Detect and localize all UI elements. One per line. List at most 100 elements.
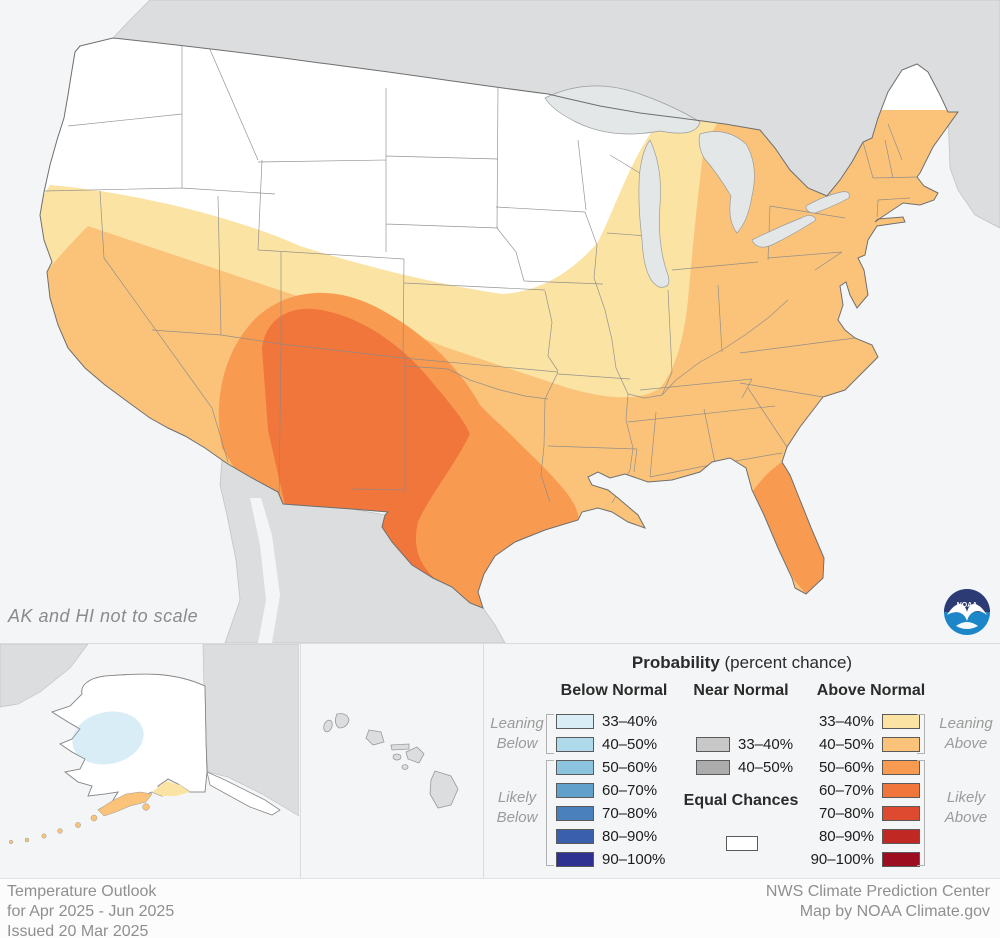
aleutian-islands bbox=[8, 803, 150, 845]
legend-row-label: 33–40% bbox=[602, 713, 658, 730]
legend-row: 90–100% bbox=[794, 848, 920, 871]
hawaii-inset-svg bbox=[301, 644, 483, 878]
legend-swatch bbox=[696, 737, 730, 752]
legend-rows-above: 33–40% 40–50% 50–60% 60–70% 70–80% 80–90% 90–1… bbox=[794, 710, 920, 871]
annotation-likely-above: Likely Above bbox=[944, 789, 988, 826]
legend-swatch bbox=[556, 737, 594, 752]
alaska-below-blob bbox=[72, 711, 144, 765]
legend-swatch bbox=[882, 760, 920, 775]
lake-erie bbox=[751, 215, 817, 248]
state-borders bbox=[43, 38, 918, 504]
hawaiian-islands bbox=[323, 713, 459, 809]
legend-row: 33–40% bbox=[556, 710, 665, 733]
legend-swatch bbox=[556, 783, 594, 798]
legend-row: 70–80% bbox=[556, 802, 665, 825]
legend-row-label: 50–60% bbox=[602, 759, 658, 776]
legend-row: 80–90% bbox=[794, 825, 920, 848]
russia-landmass bbox=[0, 644, 89, 708]
legend-swatch bbox=[882, 852, 920, 867]
legend-title: Probability (percent chance) bbox=[484, 653, 1000, 673]
legend-header-near: Near Normal bbox=[693, 682, 789, 699]
noaa-logo-text: NOAA bbox=[957, 602, 978, 609]
hawaii-inset bbox=[300, 644, 483, 878]
hawaii-ocean bbox=[301, 644, 483, 878]
conus-map: AK and HI not to scale NOAA bbox=[8, 0, 1000, 643]
legend-title-bold: Probability bbox=[631, 653, 720, 672]
gulf-of-california bbox=[250, 498, 280, 643]
legend-row-label: 33–40% bbox=[818, 713, 874, 730]
legend-row: 50–60% bbox=[556, 756, 665, 779]
great-lakes bbox=[544, 85, 850, 288]
footer-left: Temperature Outlook for Apr 2025 - Jun 2… bbox=[7, 882, 174, 938]
legend-row-label: 50–60% bbox=[818, 759, 874, 776]
lake-huron bbox=[698, 131, 755, 234]
legend: Probability (percent chance) Below Norma… bbox=[483, 644, 1000, 878]
legend-row-label: 40–50% bbox=[738, 759, 794, 776]
legend-header-below: Below Normal bbox=[560, 682, 668, 699]
legend-swatch bbox=[556, 760, 594, 775]
footer-issued-line: Issued 20 Mar 2025 bbox=[7, 923, 149, 938]
legend-row-label: 33–40% bbox=[738, 736, 794, 753]
legend-swatch bbox=[882, 829, 920, 844]
bracket-leaning-below bbox=[546, 714, 554, 754]
legend-swatch bbox=[882, 714, 920, 729]
scale-note: AK and HI not to scale bbox=[8, 606, 199, 626]
legend-row-label: 90–100% bbox=[602, 851, 666, 868]
legend-row-label: 90–100% bbox=[810, 851, 874, 868]
alaska-inset-svg bbox=[0, 644, 299, 878]
bracket-leaning-above bbox=[917, 714, 925, 754]
legend-row-label: 70–80% bbox=[602, 805, 658, 822]
legend-row: 70–80% bbox=[794, 802, 920, 825]
alaska-leaning-patch bbox=[152, 781, 190, 796]
legend-row-label: 80–90% bbox=[818, 828, 874, 845]
legend-swatch bbox=[882, 737, 920, 752]
legend-swatch bbox=[696, 760, 730, 775]
annotation-leaning-above: Leaning Above bbox=[939, 715, 993, 752]
legend-row-label: 80–90% bbox=[602, 828, 658, 845]
equal-chances-swatch bbox=[726, 836, 758, 851]
bottom-row: Probability (percent chance) Below Norma… bbox=[0, 643, 1000, 878]
legend-row: 80–90% bbox=[556, 825, 665, 848]
legend-row-label: 40–50% bbox=[602, 736, 658, 753]
legend-row: 40–50% bbox=[696, 756, 793, 779]
footer: Temperature Outlook for Apr 2025 - Jun 2… bbox=[0, 878, 1000, 938]
legend-swatch bbox=[556, 714, 594, 729]
legend-swatch bbox=[556, 806, 594, 821]
legend-title-rest: (percent chance) bbox=[719, 653, 853, 672]
footer-title-line: Temperature Outlook bbox=[7, 883, 157, 900]
legend-row-label: 60–70% bbox=[602, 782, 658, 799]
footer-right: NWS Climate Prediction Center Map by NOA… bbox=[766, 882, 990, 922]
legend-swatch bbox=[882, 783, 920, 798]
legend-row-label: 40–50% bbox=[818, 736, 874, 753]
legend-header-above: Above Normal bbox=[816, 682, 926, 699]
legend-row-label: 60–70% bbox=[818, 782, 874, 799]
legend-swatch bbox=[556, 829, 594, 844]
legend-row: 40–50% bbox=[794, 733, 920, 756]
alaska-inset bbox=[0, 644, 300, 878]
legend-row: 33–40% bbox=[696, 733, 793, 756]
legend-rows-below: 33–40% 40–50% 50–60% 60–70% 70–80% 80–90% 90–1… bbox=[556, 710, 665, 871]
alaska-panhandle bbox=[206, 771, 281, 816]
us-border bbox=[39, 37, 959, 609]
legend-row: 33–40% bbox=[794, 710, 920, 733]
legend-rows-near: 33–40% 40–50% bbox=[696, 733, 793, 779]
conus-map-svg bbox=[39, 0, 1000, 643]
legend-row: 60–70% bbox=[556, 779, 665, 802]
footer-agency-line: NWS Climate Prediction Center bbox=[765, 883, 990, 900]
equal-chances-label: Equal Chances bbox=[683, 792, 799, 809]
footer-credit-line: Map by NOAA Climate.gov bbox=[799, 903, 990, 920]
noaa-logo-icon: NOAA bbox=[944, 589, 990, 635]
annotation-leaning-below: Leaning Below bbox=[490, 715, 544, 752]
legend-row: 90–100% bbox=[556, 848, 665, 871]
alaska-above-coast bbox=[97, 791, 153, 817]
bracket-likely-below bbox=[546, 760, 554, 866]
lake-michigan bbox=[638, 139, 670, 288]
bracket-likely-above bbox=[917, 760, 925, 866]
legend-swatch bbox=[556, 852, 594, 867]
legend-row: 40–50% bbox=[556, 733, 665, 756]
annotation-likely-below: Likely Below bbox=[496, 789, 538, 826]
legend-row: 60–70% bbox=[794, 779, 920, 802]
lake-ontario bbox=[805, 191, 850, 214]
footer-period-line: for Apr 2025 - Jun 2025 bbox=[7, 903, 175, 920]
